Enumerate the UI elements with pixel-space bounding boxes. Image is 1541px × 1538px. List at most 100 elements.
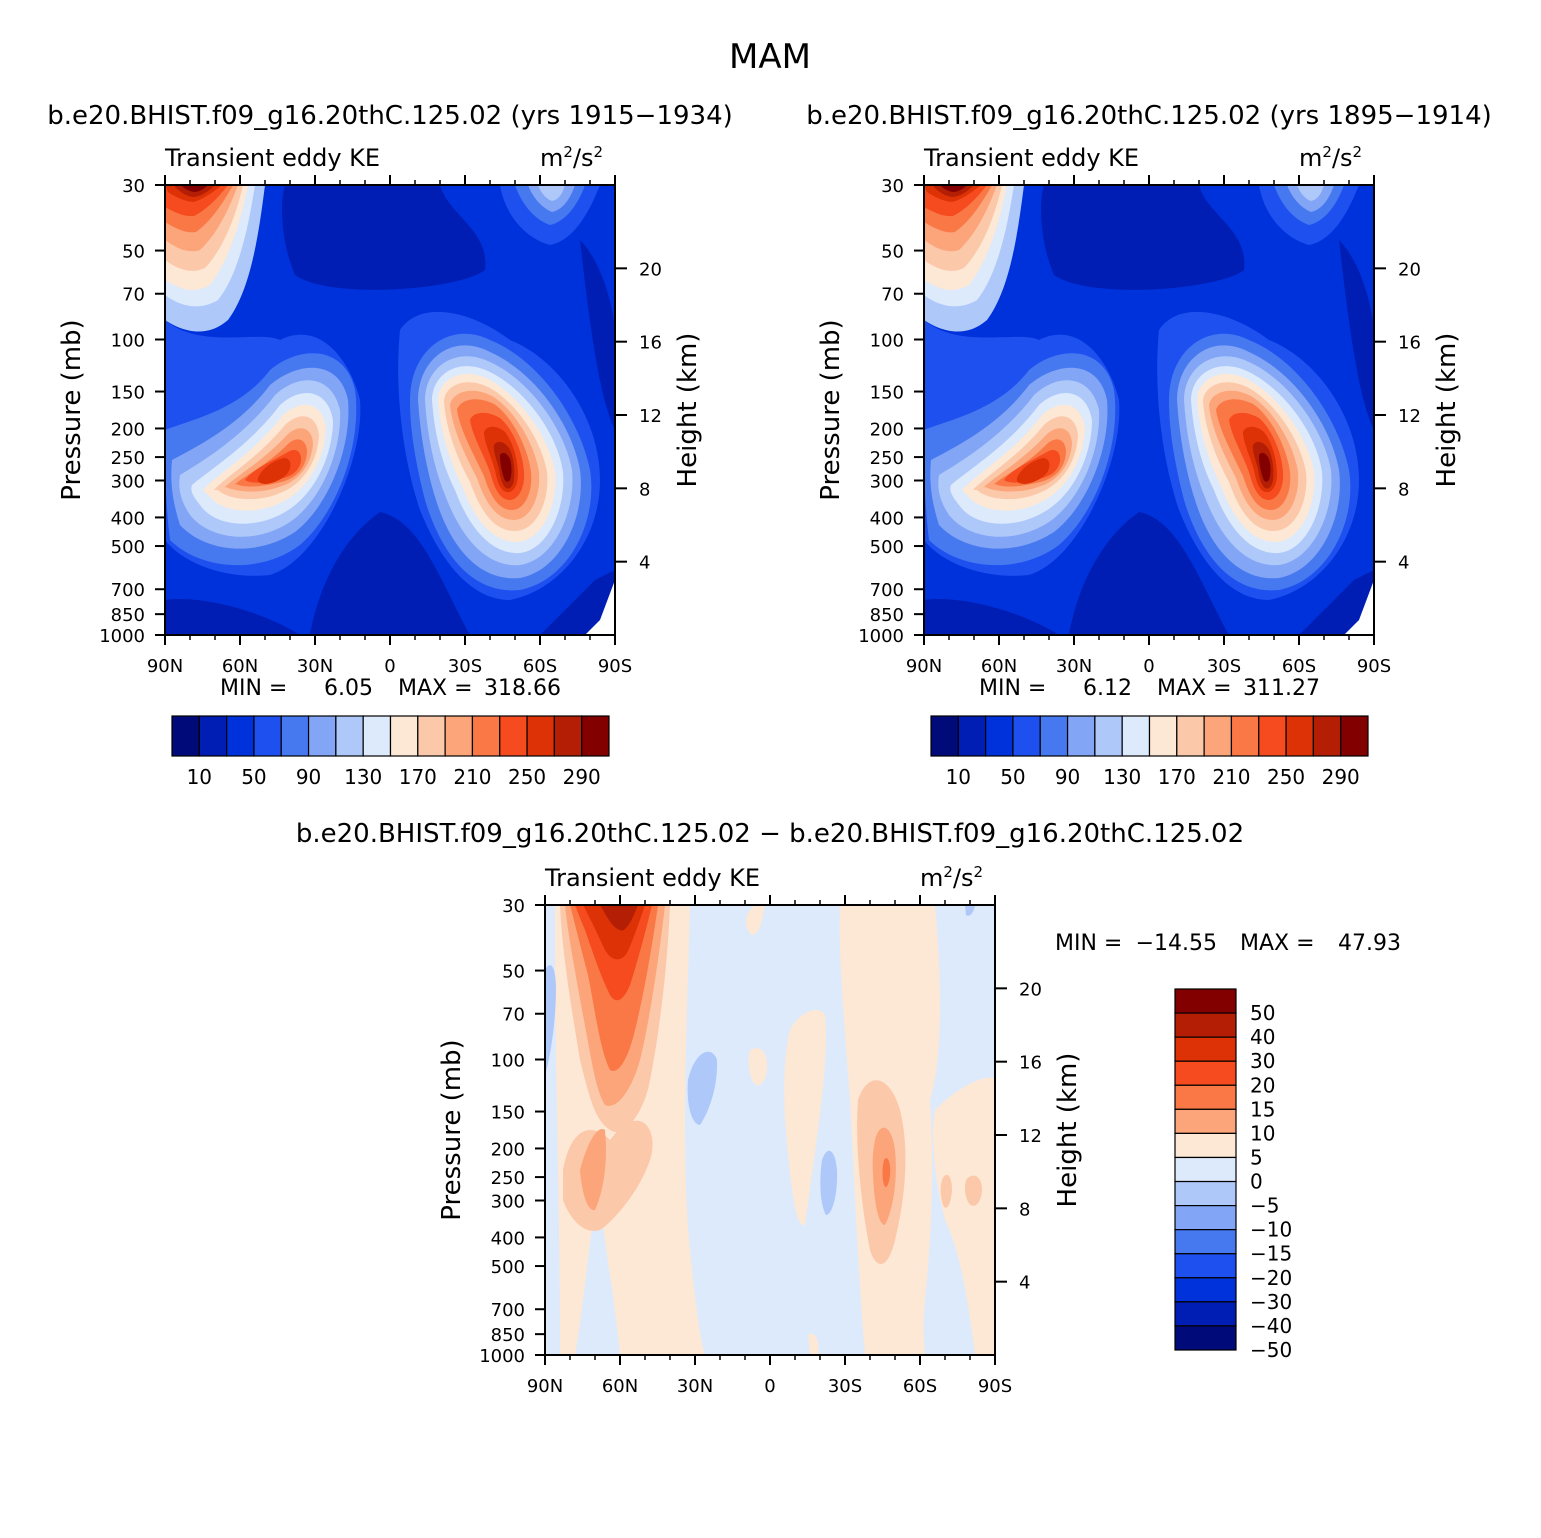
colorbar-box — [471, 715, 501, 757]
colorbar-label: 50 — [1250, 1001, 1275, 1025]
x-tick-label: 30S — [828, 1376, 862, 1397]
colorbar-label: 10 — [946, 765, 971, 789]
colorbar-label: 10 — [1250, 1121, 1275, 1145]
colorbar-box — [171, 715, 200, 757]
contour-band — [964, 1175, 982, 1206]
contour-band — [941, 185, 967, 192]
contour-band — [687, 1051, 718, 1125]
min-value: 6.12 — [1083, 676, 1132, 701]
y-tick-label: 150 — [870, 383, 904, 404]
colorbar-label: 170 — [1158, 765, 1196, 789]
colorbar-box — [1258, 715, 1287, 757]
contour-band — [182, 185, 208, 192]
contour-band — [748, 1048, 768, 1086]
y-tick-label: 100 — [491, 1051, 525, 1072]
colorbar-box — [1148, 715, 1178, 757]
y-tick-label: 250 — [111, 448, 145, 469]
contour-band — [924, 599, 1059, 635]
y-tick-label: 100 — [111, 331, 145, 352]
contour-band — [1344, 580, 1374, 635]
x-tick-label: 60N — [981, 656, 1017, 677]
y-tick-label: 850 — [111, 605, 145, 626]
height-tick-label: 12 — [1019, 1126, 1042, 1147]
y-tick-label: 250 — [491, 1168, 525, 1189]
max-value: 311.27 — [1243, 676, 1320, 701]
y-tick-label: 500 — [491, 1257, 525, 1278]
colorbar-box — [1312, 715, 1342, 757]
contour-band — [1016, 458, 1050, 484]
x-tick-label: 90S — [1357, 656, 1391, 677]
colorbar-box — [1174, 1132, 1237, 1159]
ylabel: Pressure (mb) — [437, 1039, 467, 1220]
y-tick-label: 200 — [870, 419, 904, 440]
colorbar-box — [1174, 1060, 1237, 1086]
colorbar-box — [389, 715, 419, 757]
colorbar-box — [1174, 1229, 1237, 1255]
y-tick-label: 1000 — [479, 1346, 525, 1367]
contour-band — [282, 185, 486, 290]
height-tick-label: 16 — [1019, 1053, 1042, 1074]
colorbar-label: 0 — [1250, 1170, 1263, 1194]
height-tick-label: 8 — [639, 479, 650, 500]
contour-band — [933, 1077, 995, 1355]
x-tick-label: 30N — [1056, 656, 1092, 677]
colorbar-box — [335, 715, 364, 757]
colorbar-label: 130 — [344, 765, 382, 789]
colorbar-label: 10 — [187, 765, 212, 789]
colorbar-label: 210 — [1212, 765, 1250, 789]
colorbar-label: 290 — [1322, 765, 1360, 789]
colorbar-box — [362, 715, 392, 757]
y-tick-label: 30 — [122, 176, 145, 197]
max-label: MAX = — [1157, 676, 1232, 701]
max-value: 318.66 — [484, 676, 561, 701]
colorbar-box — [526, 715, 555, 757]
min-label: MIN = — [1055, 931, 1122, 956]
panel-title: b.e20.BHIST.f09_g16.20thC.125.02 (yrs 19… — [47, 101, 733, 131]
height-tick-label: 8 — [1019, 1199, 1030, 1220]
figure-title: MAM — [729, 37, 811, 77]
colorbar-box — [307, 715, 337, 757]
x-tick-label: 30S — [1207, 656, 1241, 677]
contour-band — [563, 1120, 653, 1231]
y-tick-label: 200 — [491, 1139, 525, 1160]
x-tick-label: 0 — [384, 656, 395, 677]
contour-band — [1259, 452, 1271, 482]
contour-band — [600, 905, 638, 931]
max-label: MAX = — [398, 676, 473, 701]
height-tick-label: 4 — [1398, 553, 1409, 574]
colorbar-box — [985, 715, 1014, 757]
colorbar-box — [444, 715, 474, 757]
contour-band — [500, 452, 512, 482]
colorbar-box — [1174, 1277, 1237, 1303]
colorbar-label: 15 — [1250, 1097, 1275, 1121]
colorbar-label: −40 — [1250, 1314, 1292, 1338]
contour-band — [580, 240, 615, 430]
y-tick-label: 400 — [491, 1228, 525, 1249]
colorbar-label: −5 — [1250, 1194, 1279, 1218]
y-tick-label: 250 — [870, 448, 904, 469]
colorbar-label: −30 — [1250, 1290, 1292, 1314]
contour-band — [538, 185, 565, 201]
colorbar-label: −10 — [1250, 1218, 1292, 1242]
x-tick-label: 30S — [448, 656, 482, 677]
colorbar-box — [1012, 715, 1041, 757]
contour-band — [882, 1158, 891, 1187]
x-tick-label: 60N — [222, 656, 258, 677]
height-tick-label: 20 — [1398, 259, 1421, 280]
colorbar-label: 50 — [1000, 765, 1025, 789]
variable-label: Transient eddy KE — [164, 144, 380, 172]
x-tick-label: 90S — [978, 1376, 1012, 1397]
x-tick-label: 30N — [297, 656, 333, 677]
min-value: −14.55 — [1136, 931, 1217, 956]
contour-band — [1069, 512, 1229, 635]
height-tick-label: 16 — [639, 333, 662, 354]
contour-band — [580, 1129, 606, 1211]
contour-band — [1339, 240, 1374, 430]
y-tick-label: 70 — [122, 285, 145, 306]
ylabel-right: Height (km) — [1432, 333, 1462, 488]
panel-model1: b.e20.BHIST.f09_g16.20thC.125.02 (yrs 19… — [47, 101, 733, 789]
contour-band — [746, 905, 765, 935]
contour-band — [784, 1010, 826, 1226]
colorbar-label: 40 — [1250, 1025, 1275, 1049]
